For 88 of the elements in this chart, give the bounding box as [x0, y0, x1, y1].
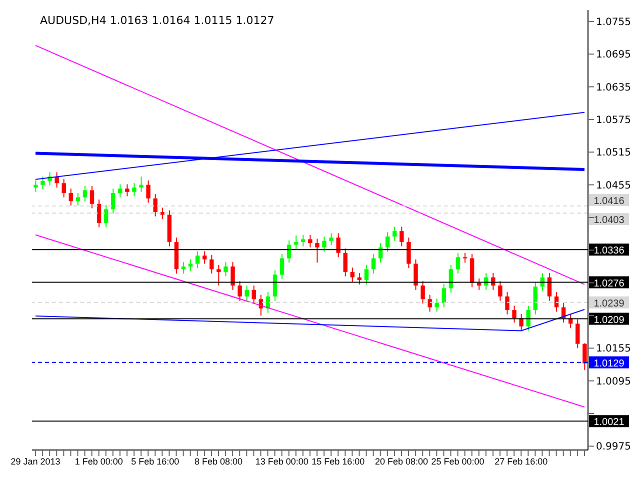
x-tick-label: 20 Feb 08:00: [374, 456, 428, 466]
candlestick: [146, 180, 150, 204]
candlestick: [386, 232, 390, 252]
candlestick: [547, 272, 552, 302]
candlestick: [230, 262, 235, 290]
candlestick: [400, 226, 404, 247]
x-tick-label: 15 Feb 16:00: [312, 456, 365, 466]
y-tick-label: 1.0635: [596, 82, 631, 94]
candlestick: [216, 264, 221, 286]
candlestick: [505, 292, 510, 315]
ref-line-label: 1.0336: [594, 246, 625, 257]
y-tick-label: 1.0095: [596, 376, 631, 388]
candlestick: [554, 292, 559, 312]
y-tick-label: 0.9975: [596, 442, 631, 453]
y-tick-label: 1.0755: [596, 16, 631, 28]
candlestick: [308, 234, 312, 248]
candlestick: [224, 262, 228, 277]
candlestick: [442, 283, 446, 308]
candlestick: [252, 285, 256, 304]
candlestick: [82, 185, 88, 202]
candlestick: [392, 226, 397, 242]
candlestick: [336, 232, 340, 258]
x-tick-label: 27 Feb 16:00: [494, 456, 548, 466]
candlestick: [34, 180, 38, 192]
ref-line-label: 1.0021: [594, 417, 625, 428]
candlestick: [434, 298, 439, 312]
candlestick: [519, 313, 524, 332]
candlestick: [322, 236, 326, 252]
x-tick-label: 8 Feb 08:00: [194, 456, 243, 466]
candlestick: [202, 250, 207, 264]
candlestick: [238, 280, 242, 302]
candlestick: [420, 280, 425, 304]
y-tick-label: 1.0695: [596, 50, 631, 61]
y-tick-label: 1.0515: [596, 148, 631, 159]
candlestick: [343, 248, 348, 277]
y-tick-label: 1.0575: [596, 115, 631, 126]
candlestick: [118, 184, 122, 198]
candlestick: [104, 204, 108, 228]
candlestick: [195, 250, 200, 269]
ref-line-label: 1.0129: [594, 358, 625, 370]
x-tick-label: 25 Feb 00:00: [431, 456, 484, 466]
candlestick: [111, 188, 116, 214]
x-tick-label: 29 Jan 2013: [10, 456, 60, 466]
ref-line-label: 1.0239: [594, 298, 625, 310]
candlestick: [533, 282, 538, 315]
x-tick-label: 5 Feb 16:00: [131, 456, 180, 466]
candlestick: [62, 178, 66, 198]
candlestick: [350, 267, 355, 282]
candlestick: [210, 254, 214, 274]
candlestick: [462, 252, 468, 264]
candlestick: [272, 270, 278, 302]
candlestick: [428, 294, 432, 312]
candlestick: [286, 240, 292, 264]
candlestick: [456, 252, 460, 274]
candlestick: [448, 264, 454, 294]
candlestick: [576, 318, 580, 349]
y-tick-label: 1.0455: [596, 180, 631, 192]
candlestick: [160, 207, 164, 220]
candlestick: [68, 188, 73, 206]
y-tick-label: 1.0155: [596, 344, 631, 355]
candlestick: [406, 237, 411, 269]
candlestick: [90, 185, 94, 209]
ref-line-label: 1.0276: [594, 278, 625, 290]
candlestick: [132, 182, 136, 197]
x-tick-label: 1 Feb 00:00: [74, 456, 123, 466]
candlestick: [244, 285, 249, 302]
candlestick: [582, 342, 587, 370]
candlestick: [153, 194, 158, 217]
candlestick: [414, 258, 418, 290]
chart-title: AUDUSD,H4 1.0163 1.0164 1.0115 1.0127: [40, 14, 274, 27]
candlestick: [491, 272, 496, 290]
candlestick: [54, 172, 59, 188]
candlestick: [498, 280, 502, 302]
candlestick: [40, 176, 45, 190]
candlestick: [139, 176, 144, 192]
candlestick: [371, 253, 376, 274]
candlestick: [96, 199, 102, 228]
ref-line-label: 1.0209: [594, 314, 625, 326]
candlestick: [315, 238, 320, 264]
candlestick: [329, 232, 334, 246]
candlestick: [364, 264, 369, 285]
candlestick: [125, 184, 130, 197]
candlestick: [512, 305, 516, 324]
ref-line-label: 1.0416: [594, 196, 625, 208]
candlestick: [526, 305, 530, 332]
candlestick: [280, 253, 284, 280]
ref-line-label: 1.0403: [594, 215, 625, 226]
x-tick-label: 13 Feb 00:00: [255, 456, 308, 466]
